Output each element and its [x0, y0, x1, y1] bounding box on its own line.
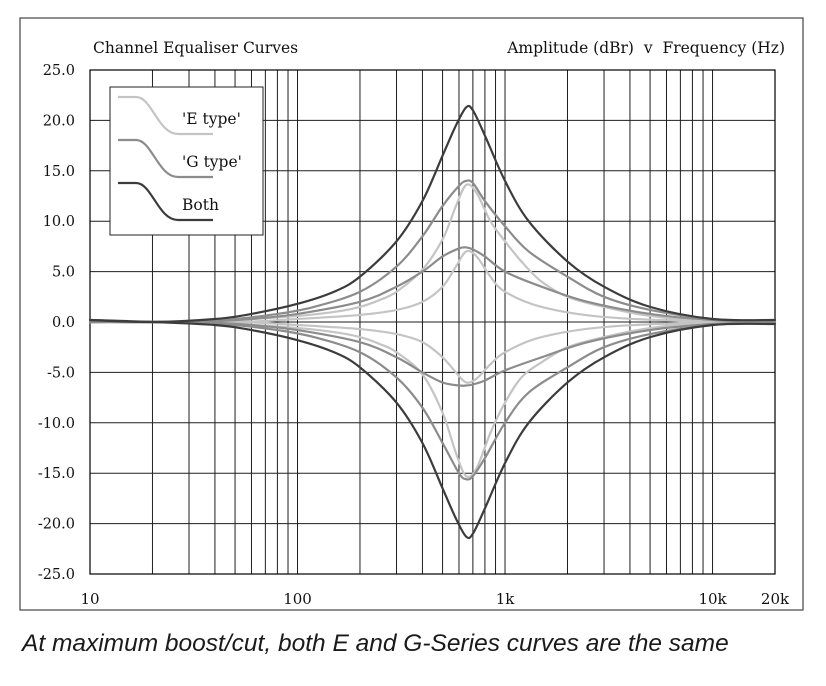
y-tick-label: -5.0 — [47, 365, 75, 381]
y-tick-label: 20.0 — [43, 113, 75, 129]
y-tick-label: -15.0 — [38, 466, 75, 482]
y-tick-label: -20.0 — [38, 517, 75, 533]
series-curve — [88, 318, 777, 540]
y-tick-labels: 25.0 20.0 15.0 10.0 5.0 0.0 -5.0 -10.0 -15.0 -20.… — [38, 63, 75, 583]
legend-swatch — [118, 95, 213, 136]
series-curve — [88, 320, 777, 387]
x-tick-label: 10 — [80, 590, 99, 608]
chart-subtitle: Amplitude (dBr) v Frequency (Hz) — [506, 39, 785, 57]
x-tick-label: 100 — [283, 590, 312, 608]
x-tick-label: 10k — [698, 590, 727, 608]
y-tick-label: 5.0 — [52, 265, 75, 281]
series-curve — [88, 183, 777, 324]
legend-swatch — [118, 138, 213, 179]
legend-label: 'E type' — [182, 110, 241, 128]
x-tick-label: 20k — [761, 590, 790, 608]
series-curve — [88, 246, 777, 324]
y-tick-label: 10.0 — [43, 214, 75, 230]
series-curve — [88, 104, 777, 324]
y-tick-label: 15.0 — [43, 164, 75, 180]
series-curve — [88, 320, 777, 479]
y-tick-label: 0.0 — [52, 315, 75, 331]
series-curve — [88, 320, 777, 384]
series-curve — [88, 179, 777, 324]
y-tick-label: -25.0 — [38, 567, 75, 583]
x-tick-label: 1k — [496, 590, 516, 608]
series-curve — [88, 249, 777, 324]
legend: 'E type' 'G type' Both — [109, 86, 264, 236]
legend-label: 'G type' — [182, 153, 242, 171]
y-tick-label: -10.0 — [38, 416, 75, 432]
chart-title: Channel Equaliser Curves — [93, 39, 298, 57]
figure-caption: At maximum boost/cut, both E and G-Serie… — [22, 630, 729, 657]
y-tick-label: 25.0 — [43, 63, 75, 79]
series-layer — [88, 104, 777, 540]
series-curve — [88, 320, 777, 481]
x-tick-labels: 10 100 1k 10k 20k — [80, 590, 790, 608]
legend-box — [109, 86, 264, 236]
legend-swatch — [118, 181, 213, 222]
legend-label: Both — [182, 196, 219, 214]
